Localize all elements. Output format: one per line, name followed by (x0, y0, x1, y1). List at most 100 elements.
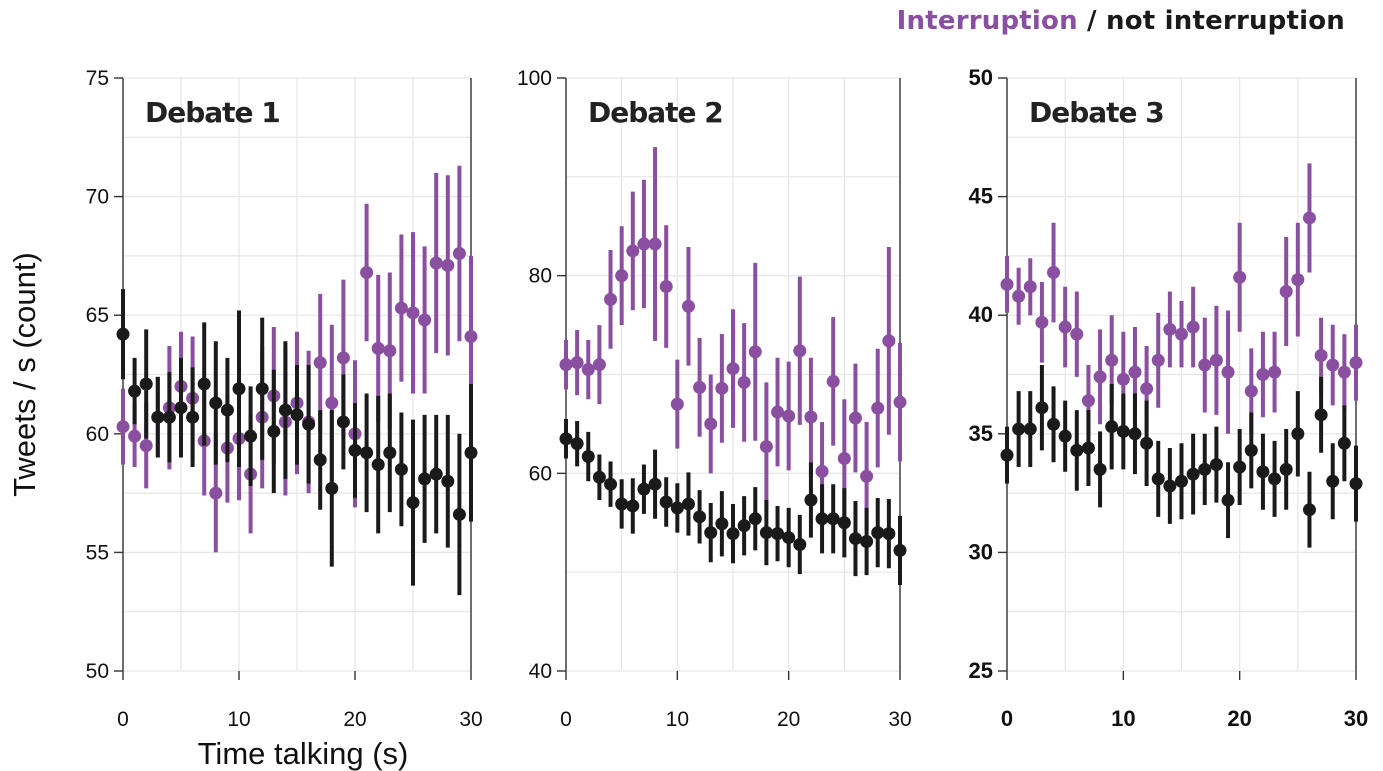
data-point (1279, 284, 1293, 298)
data-point (290, 408, 304, 422)
legend-not-interruption-label: not interruption (1105, 6, 1345, 36)
data-point (139, 439, 153, 453)
data-point (815, 464, 829, 478)
data-point (371, 458, 385, 472)
data-point (174, 401, 188, 415)
x-tick-label: 30 (1344, 706, 1368, 731)
data-point (726, 527, 740, 541)
data-point (452, 247, 466, 261)
data-point (615, 269, 629, 283)
data-point (826, 512, 840, 526)
data-point (1221, 365, 1235, 379)
data-point (570, 356, 584, 370)
data-point (302, 417, 316, 431)
y-tick-label: 80 (529, 265, 552, 288)
legend-separator: / (1077, 6, 1106, 36)
panel-debate-2: 40 60 80 100 0 10 20 30 Debate 2 (517, 67, 912, 731)
data-point (581, 450, 595, 464)
data-point (1081, 441, 1095, 455)
x-tick-label: 0 (117, 708, 129, 731)
data-point (1058, 429, 1072, 443)
data-point (748, 345, 762, 359)
data-point (1151, 353, 1165, 367)
data-point (1105, 420, 1119, 434)
x-tick-label: 30 (459, 708, 482, 731)
data-point (759, 440, 773, 454)
data-point (592, 470, 606, 484)
data-point (637, 237, 651, 251)
data-point (860, 535, 874, 549)
data-point (406, 306, 420, 320)
data-point (429, 256, 443, 270)
data-point (360, 266, 374, 280)
data-point (681, 497, 695, 511)
data-point (186, 410, 200, 424)
panel-title: Debate 2 (588, 96, 723, 129)
data-point (1244, 443, 1258, 457)
data-point (441, 474, 455, 488)
data-point (592, 358, 606, 372)
data-point (1198, 358, 1212, 372)
data-point (570, 437, 584, 451)
x-tick-label: 20 (777, 708, 800, 731)
data-point (464, 330, 478, 344)
x-axis-title: Time talking (s) (198, 736, 409, 771)
y-tick-label: 50 (86, 660, 109, 683)
data-point (604, 477, 618, 491)
x-tick-label: 10 (1111, 706, 1135, 731)
y-tick-label: 65 (86, 304, 109, 327)
data-point (1175, 327, 1188, 341)
data-point (704, 417, 718, 431)
data-point (748, 512, 762, 526)
series-interruption (559, 147, 907, 531)
data-point (1302, 503, 1316, 517)
data-point (383, 344, 397, 358)
data-point (1128, 427, 1142, 441)
data-point (452, 507, 466, 521)
data-point (681, 299, 695, 313)
data-point (313, 356, 327, 370)
data-point (1337, 436, 1351, 450)
data-point (826, 374, 840, 388)
data-point (128, 429, 142, 443)
data-point (726, 362, 740, 376)
data-point (559, 432, 573, 446)
y-tick-label: 35 (969, 421, 993, 446)
data-point (648, 237, 662, 251)
data-point (1186, 467, 1200, 481)
data-point (1116, 424, 1130, 438)
data-point (782, 531, 796, 545)
data-point (1151, 472, 1165, 486)
data-point (394, 301, 408, 315)
data-point (882, 527, 896, 541)
data-point (232, 382, 246, 396)
data-point (648, 477, 662, 491)
x-tick-label: 0 (1001, 706, 1013, 731)
data-point (1233, 270, 1247, 284)
panel-title: Debate 1 (145, 96, 280, 129)
data-point (1314, 408, 1328, 422)
data-point (209, 486, 223, 500)
y-axis-title: Tweets / s (count) (7, 252, 42, 497)
data-point (1314, 349, 1328, 363)
data-point (659, 495, 673, 509)
y-tick-label: 40 (969, 302, 993, 327)
y-tick-label: 60 (86, 423, 109, 446)
data-point (815, 512, 829, 526)
data-point (325, 396, 339, 410)
data-point (804, 410, 818, 424)
data-point (1337, 365, 1351, 379)
data-point (637, 482, 651, 496)
data-point (604, 292, 618, 306)
data-point (559, 358, 573, 372)
data-point (1268, 472, 1282, 486)
data-point (1116, 372, 1130, 386)
panel-title: Debate 3 (1029, 96, 1164, 129)
data-point (1209, 458, 1223, 472)
data-point (116, 420, 130, 434)
data-point (348, 443, 362, 457)
x-tick-label: 20 (343, 708, 366, 731)
data-point (360, 446, 374, 460)
data-point (220, 403, 234, 417)
data-point (1279, 462, 1293, 476)
